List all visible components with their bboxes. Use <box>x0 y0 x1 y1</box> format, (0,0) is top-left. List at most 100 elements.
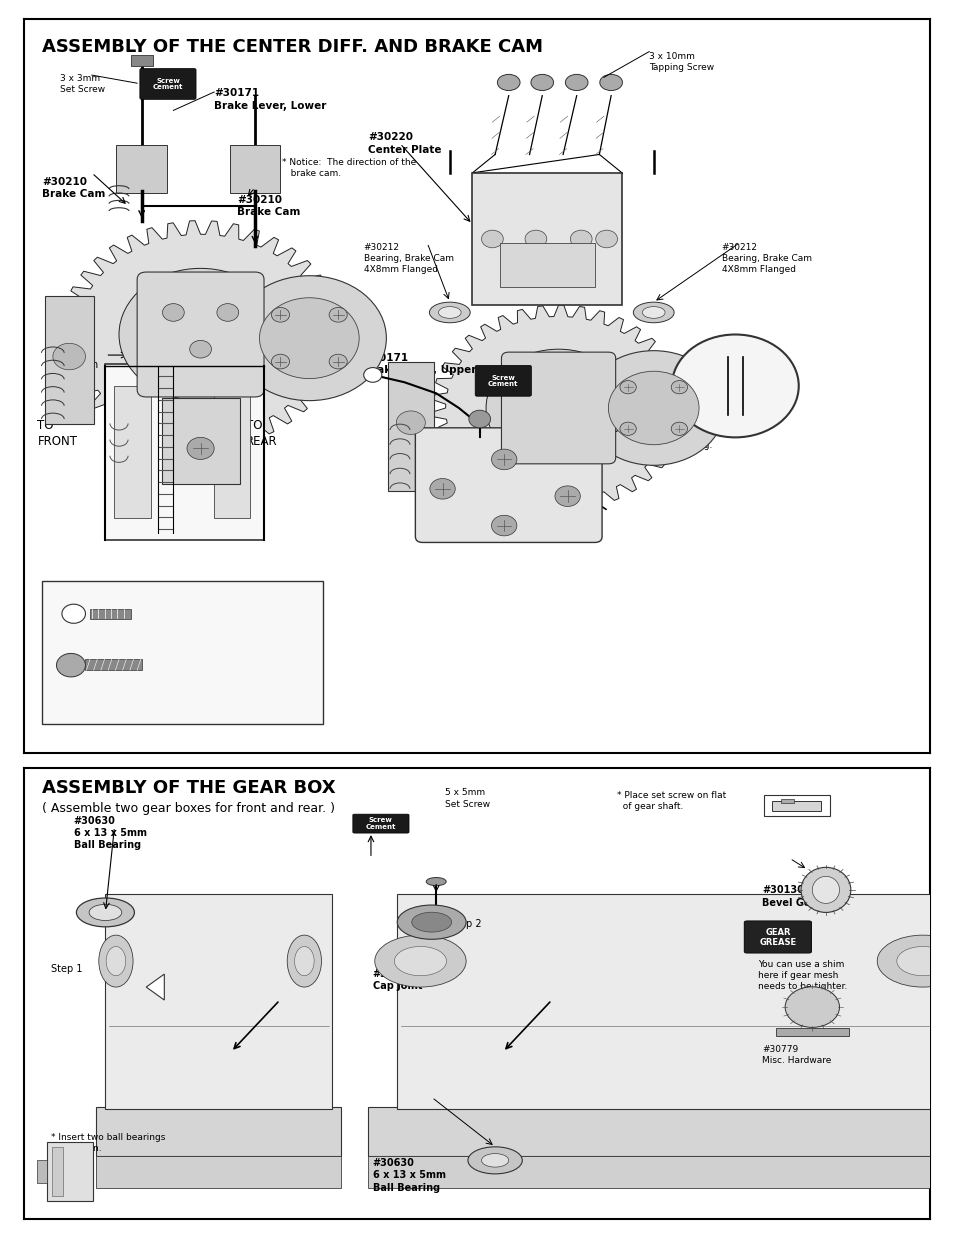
Text: Screw
Cement: Screw Cement <box>365 818 395 830</box>
Circle shape <box>481 230 503 248</box>
Bar <box>48 1142 92 1200</box>
Circle shape <box>467 1147 522 1173</box>
Circle shape <box>56 653 86 677</box>
Ellipse shape <box>896 946 948 976</box>
Circle shape <box>671 380 687 394</box>
Circle shape <box>395 411 425 435</box>
Ellipse shape <box>531 74 553 90</box>
Circle shape <box>608 372 699 445</box>
Bar <box>775 1029 847 1036</box>
Text: 3 x 3mm
Set Screw: 3 x 3mm Set Screw <box>508 408 554 429</box>
Ellipse shape <box>633 303 674 322</box>
Circle shape <box>272 354 290 369</box>
Bar <box>763 795 829 815</box>
Polygon shape <box>432 305 684 511</box>
Text: ASSEMBLY OF THE CENTER DIFF. AND BRAKE CAM: ASSEMBLY OF THE CENTER DIFF. AND BRAKE C… <box>42 38 542 57</box>
Bar <box>42 580 322 724</box>
FancyBboxPatch shape <box>501 352 615 464</box>
Bar <box>51 1147 63 1197</box>
Bar <box>368 1107 953 1156</box>
Text: #30779
Misc. Hardware: #30779 Misc. Hardware <box>761 1045 831 1066</box>
Bar <box>96 1107 341 1156</box>
Bar <box>96 1156 341 1188</box>
Polygon shape <box>60 221 340 448</box>
Ellipse shape <box>294 946 314 976</box>
Text: #30212
Bearing, Brake Cam
4X8mm Flanged: #30212 Bearing, Brake Cam 4X8mm Flanged <box>363 242 454 274</box>
Text: 3 x 3mm Set Screw: 3 x 3mm Set Screw <box>182 615 291 625</box>
Ellipse shape <box>497 74 519 90</box>
Text: #30630
6 x 13 x 5mm
Ball Bearing: #30630 6 x 13 x 5mm Ball Bearing <box>73 815 147 851</box>
Circle shape <box>491 515 517 536</box>
Text: * Place set screw on flat
  of gear shaft.: * Place set screw on flat of gear shaft. <box>617 790 726 811</box>
FancyBboxPatch shape <box>388 362 434 492</box>
Circle shape <box>619 380 636 394</box>
Text: Step 2: Step 2 <box>449 919 481 929</box>
Circle shape <box>329 308 347 322</box>
Bar <box>86 659 141 671</box>
FancyBboxPatch shape <box>116 144 167 194</box>
Text: * Leave 3mm distance between
  brake cam and nut.: * Leave 3mm distance between brake cam a… <box>164 353 308 373</box>
Text: #30210
Brake Cam: #30210 Brake Cam <box>236 195 300 217</box>
Circle shape <box>272 308 290 322</box>
Text: 3 x 3mm
Set Screw: 3 x 3mm Set Screw <box>60 74 105 94</box>
FancyBboxPatch shape <box>161 399 239 484</box>
Text: * Notice:  The direction of the
   brake cam.: * Notice: The direction of the brake cam… <box>282 158 416 178</box>
Circle shape <box>119 268 282 400</box>
Bar <box>368 1156 953 1188</box>
Text: Adjust brake pad spacing.: Adjust brake pad spacing. <box>595 441 712 450</box>
FancyBboxPatch shape <box>230 144 280 194</box>
Circle shape <box>89 904 122 920</box>
Ellipse shape <box>599 74 621 90</box>
Circle shape <box>555 485 579 506</box>
Text: Step 1: Step 1 <box>51 965 83 974</box>
Circle shape <box>233 275 386 400</box>
Bar <box>36 1161 48 1183</box>
Circle shape <box>187 437 213 459</box>
Circle shape <box>481 1153 508 1167</box>
Ellipse shape <box>99 935 132 987</box>
Circle shape <box>671 335 798 437</box>
Circle shape <box>216 304 238 321</box>
Circle shape <box>52 343 86 369</box>
Circle shape <box>396 905 466 940</box>
Ellipse shape <box>375 935 466 987</box>
Text: 3 x 10mm
Tapping Screw: 3 x 10mm Tapping Screw <box>648 52 714 72</box>
Circle shape <box>619 422 636 436</box>
Circle shape <box>485 350 631 467</box>
Circle shape <box>329 354 347 369</box>
Circle shape <box>582 351 723 466</box>
FancyBboxPatch shape <box>415 427 601 542</box>
Bar <box>499 242 595 287</box>
Circle shape <box>491 450 517 469</box>
Text: #36730
Cap Joint: #36730 Cap Joint <box>373 968 422 992</box>
Circle shape <box>570 230 592 248</box>
Circle shape <box>412 913 451 932</box>
Circle shape <box>468 410 490 427</box>
Bar <box>29 52 358 555</box>
Circle shape <box>524 230 546 248</box>
Polygon shape <box>146 974 164 1000</box>
Circle shape <box>671 422 687 436</box>
Text: 3 x 10mm
Tapping Screw: 3 x 10mm Tapping Screw <box>155 655 235 676</box>
Circle shape <box>162 304 184 321</box>
Text: 0.5mm: 0.5mm <box>621 377 656 387</box>
Bar <box>780 799 793 803</box>
FancyBboxPatch shape <box>475 366 531 396</box>
Bar <box>114 385 151 519</box>
Text: ASSEMBLY OF THE GEAR BOX: ASSEMBLY OF THE GEAR BOX <box>42 779 335 798</box>
Bar <box>771 802 821 811</box>
Text: #30130
Bevel Gear: #30130 Bevel Gear <box>761 885 821 908</box>
Bar <box>213 385 250 519</box>
FancyBboxPatch shape <box>353 814 409 834</box>
Ellipse shape <box>106 946 126 976</box>
Text: TO
REAR: TO REAR <box>246 419 277 448</box>
Ellipse shape <box>426 878 446 885</box>
Bar <box>131 56 152 67</box>
Text: #30220
Center Plate: #30220 Center Plate <box>368 132 441 154</box>
Ellipse shape <box>438 306 460 319</box>
FancyBboxPatch shape <box>137 272 264 396</box>
Circle shape <box>430 478 455 499</box>
Text: 3 x 10mm
Tapping Screw: 3 x 10mm Tapping Screw <box>182 671 262 693</box>
Text: #30630
6 x 13 x 5mm
Ball Bearing: #30630 6 x 13 x 5mm Ball Bearing <box>373 1158 445 1193</box>
Text: #30212
Bearing, Brake Cam
4X8mm Flanged: #30212 Bearing, Brake Cam 4X8mm Flanged <box>720 242 811 274</box>
